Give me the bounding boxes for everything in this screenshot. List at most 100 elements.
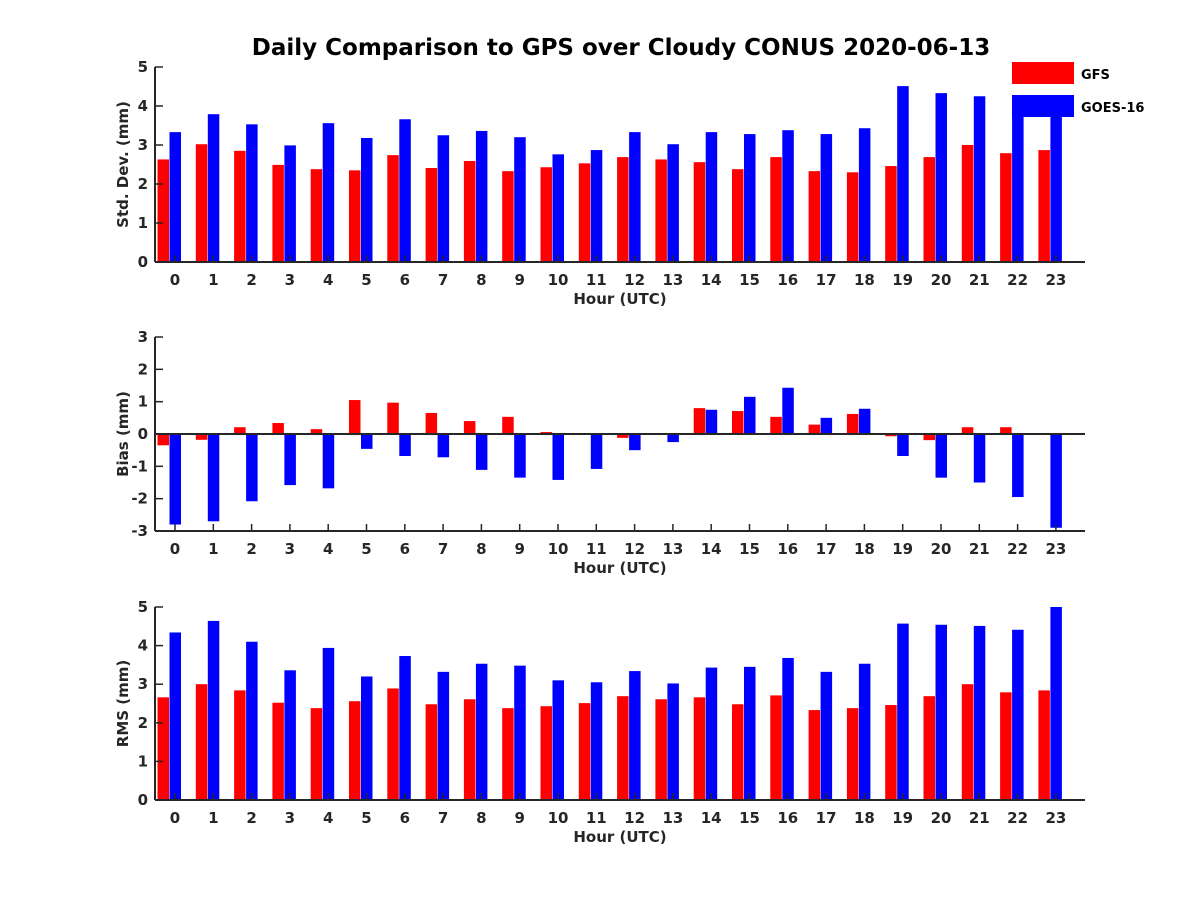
y-tick-label: 2 xyxy=(138,714,148,732)
chart-title: Daily Comparison to GPS over Cloudy CONU… xyxy=(252,35,990,61)
bar-stddev-gfs-1 xyxy=(195,144,208,262)
bar-bias-goes16-21 xyxy=(973,434,986,483)
bar-bias-goes16-5 xyxy=(361,434,373,449)
y-tick-label: -1 xyxy=(131,457,148,475)
bar-stddev-gfs-2 xyxy=(234,150,246,262)
x-tick-label: 4 xyxy=(323,540,333,558)
x-tick-label: 20 xyxy=(931,809,952,827)
y-tick-label: 0 xyxy=(138,425,148,443)
y-axis-label: Bias (mm) xyxy=(114,391,132,477)
bar-stddev-goes16-5 xyxy=(361,137,373,262)
bar-stddev-goes16-0 xyxy=(169,132,181,262)
y-tick-label: 3 xyxy=(138,136,148,154)
bar-rms-gfs-21 xyxy=(961,684,974,800)
bar-stddev-goes16-12 xyxy=(629,132,641,262)
bar-rms-goes16-13 xyxy=(667,683,679,800)
legend: GFS GOES-16 xyxy=(1012,62,1144,117)
bar-rms-gfs-15 xyxy=(732,704,744,800)
bar-rms-gfs-10 xyxy=(540,706,552,800)
bar-rms-gfs-5 xyxy=(349,701,361,800)
bar-bias-gfs-4 xyxy=(310,429,323,434)
bar-rms-goes16-0 xyxy=(169,632,181,800)
bar-bias-goes16-16 xyxy=(782,387,794,434)
bar-rms-gfs-22 xyxy=(1000,692,1012,800)
bar-rms-gfs-11 xyxy=(578,703,591,800)
x-tick-label: 3 xyxy=(285,809,295,827)
bar-rms-goes16-19 xyxy=(897,623,909,800)
bar-bias-gfs-12 xyxy=(617,434,629,438)
bar-bias-gfs-9 xyxy=(502,416,514,434)
bar-stddev-gfs-8 xyxy=(463,160,476,262)
y-tick-label: 5 xyxy=(138,598,148,616)
x-tick-label: 0 xyxy=(170,540,180,558)
x-tick-label: 19 xyxy=(892,540,913,558)
bar-rms-gfs-3 xyxy=(272,702,284,800)
x-tick-label: 23 xyxy=(1045,271,1066,289)
bar-rms-goes16-7 xyxy=(437,671,450,800)
bar-rms-gfs-20 xyxy=(923,696,935,800)
x-tick-label: 17 xyxy=(816,271,837,289)
x-tick-label: 13 xyxy=(662,540,683,558)
bar-stddev-goes16-18 xyxy=(858,128,871,262)
x-tick-label: 20 xyxy=(931,271,952,289)
bar-stddev-gfs-22 xyxy=(1000,153,1012,262)
x-tick-label: 1 xyxy=(208,540,218,558)
bar-bias-goes16-11 xyxy=(590,434,603,469)
bar-rms-goes16-5 xyxy=(361,676,373,800)
bar-bias-goes16-14 xyxy=(705,409,718,434)
bar-bias-goes16-18 xyxy=(858,408,871,434)
x-tick-label: 12 xyxy=(624,540,645,558)
x-tick-label: 22 xyxy=(1007,540,1028,558)
x-tick-label: 11 xyxy=(586,540,607,558)
bar-stddev-gfs-7 xyxy=(425,168,438,262)
bar-stddev-gfs-18 xyxy=(846,172,859,262)
bar-rms-gfs-16 xyxy=(770,695,782,800)
bar-bias-goes16-3 xyxy=(284,434,296,486)
x-tick-label: 15 xyxy=(739,540,760,558)
y-tick-label: -3 xyxy=(131,522,148,540)
legend-swatch-gfs xyxy=(1012,62,1074,84)
x-tick-label: 22 xyxy=(1007,271,1028,289)
bar-rms-goes16-15 xyxy=(744,666,756,800)
x-tick-label: 0 xyxy=(170,271,180,289)
bar-stddev-goes16-2 xyxy=(246,124,258,262)
y-tick-label: 0 xyxy=(138,791,148,809)
bar-bias-gfs-22 xyxy=(1000,427,1012,434)
bar-rms-gfs-4 xyxy=(310,708,323,800)
bar-rms-goes16-20 xyxy=(935,624,947,800)
bar-bias-gfs-21 xyxy=(961,427,974,434)
bar-rms-gfs-9 xyxy=(502,708,514,800)
bar-stddev-gfs-4 xyxy=(310,169,323,262)
bar-stddev-goes16-11 xyxy=(590,150,603,262)
x-axis-label: Hour (UTC) xyxy=(573,290,666,308)
bar-bias-gfs-5 xyxy=(349,400,361,434)
x-tick-label: 10 xyxy=(548,540,569,558)
y-tick-label: -2 xyxy=(131,490,148,508)
bar-bias-goes16-7 xyxy=(437,434,450,458)
x-tick-label: 15 xyxy=(739,271,760,289)
bar-rms-goes16-16 xyxy=(782,657,794,800)
x-tick-label: 19 xyxy=(892,809,913,827)
bar-bias-gfs-19 xyxy=(885,434,897,437)
bar-stddev-goes16-3 xyxy=(284,145,296,262)
bar-stddev-gfs-17 xyxy=(808,171,821,262)
bar-bias-goes16-15 xyxy=(744,396,756,434)
x-tick-label: 2 xyxy=(246,540,256,558)
bar-stddev-gfs-20 xyxy=(923,157,935,262)
bar-stddev-goes16-21 xyxy=(973,96,986,262)
x-tick-label: 11 xyxy=(586,809,607,827)
bar-stddev-gfs-19 xyxy=(885,166,897,262)
bar-rms-gfs-6 xyxy=(387,688,399,800)
x-tick-label: 1 xyxy=(208,809,218,827)
bar-stddev-gfs-16 xyxy=(770,157,782,262)
bar-stddev-gfs-0 xyxy=(157,159,169,262)
x-axis-label: Hour (UTC) xyxy=(573,559,666,577)
x-tick-label: 9 xyxy=(514,271,524,289)
bar-bias-gfs-1 xyxy=(195,434,208,440)
bar-bias-gfs-6 xyxy=(387,402,399,434)
bar-bias-gfs-0 xyxy=(157,434,169,446)
bar-bias-goes16-10 xyxy=(552,434,564,480)
bar-stddev-gfs-15 xyxy=(732,169,744,262)
